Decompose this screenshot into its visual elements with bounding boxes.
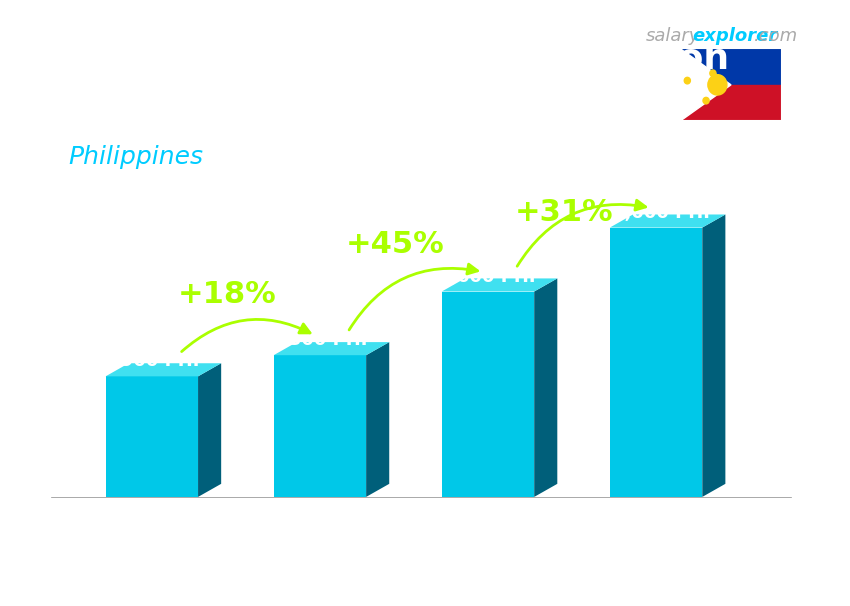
FancyArrowPatch shape xyxy=(349,264,478,330)
Polygon shape xyxy=(609,215,725,228)
Polygon shape xyxy=(442,278,558,291)
Text: explorer: explorer xyxy=(693,27,778,45)
Polygon shape xyxy=(274,342,389,355)
Polygon shape xyxy=(105,363,221,376)
Polygon shape xyxy=(680,85,782,121)
Text: salary: salary xyxy=(646,27,700,45)
FancyArrowPatch shape xyxy=(517,200,646,266)
Polygon shape xyxy=(274,355,366,497)
FancyArrowPatch shape xyxy=(182,319,310,351)
Polygon shape xyxy=(609,228,702,497)
Polygon shape xyxy=(702,215,725,497)
Polygon shape xyxy=(198,363,221,497)
Text: 47,900 PHP: 47,900 PHP xyxy=(88,353,206,370)
Text: Average Monthly Salary: Average Monthly Salary xyxy=(818,250,831,416)
Text: Salary Comparison By Education: Salary Comparison By Education xyxy=(68,42,729,76)
Text: .com: .com xyxy=(754,27,798,45)
Circle shape xyxy=(703,98,709,104)
Polygon shape xyxy=(534,278,558,497)
Text: Vice President: Vice President xyxy=(68,103,226,123)
Circle shape xyxy=(684,78,690,84)
Text: 81,600 PHP: 81,600 PHP xyxy=(425,268,541,285)
Polygon shape xyxy=(680,48,731,121)
Polygon shape xyxy=(442,291,534,497)
Text: +45%: +45% xyxy=(346,230,445,259)
Text: 56,300 PHP: 56,300 PHP xyxy=(257,331,374,349)
Circle shape xyxy=(710,70,716,76)
Text: Philippines: Philippines xyxy=(68,145,203,170)
Text: 107,000 PHP: 107,000 PHP xyxy=(586,204,716,222)
Polygon shape xyxy=(366,342,389,497)
Polygon shape xyxy=(680,48,782,85)
Polygon shape xyxy=(105,376,198,497)
Text: +18%: +18% xyxy=(178,279,277,308)
Text: +31%: +31% xyxy=(514,198,613,227)
Circle shape xyxy=(708,75,727,95)
